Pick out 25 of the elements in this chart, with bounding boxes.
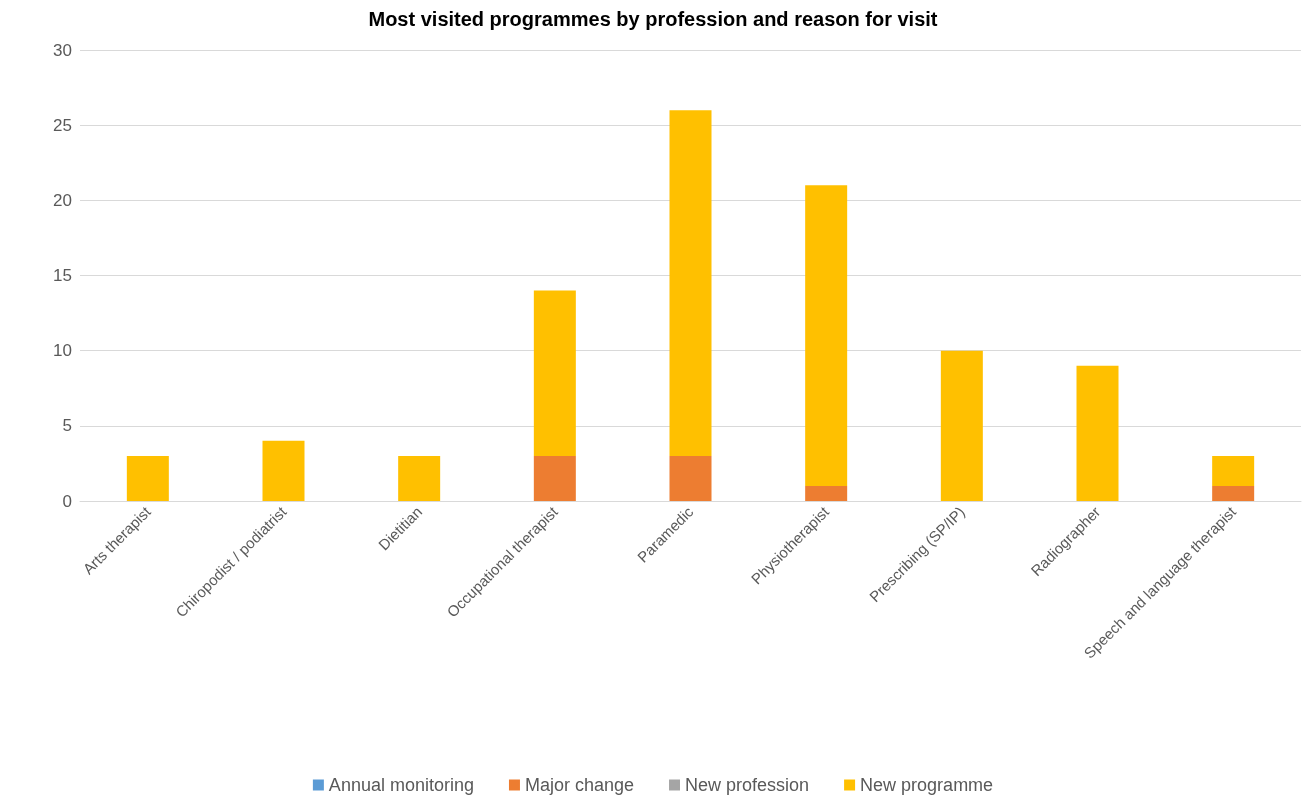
legend-label: Major change	[524, 775, 635, 795]
bar	[1212, 485, 1255, 501]
bar	[398, 455, 441, 501]
chart-title: Most visited programmes by profession and reason for visit	[368, 8, 938, 30]
y-tick-label: 15	[53, 266, 72, 285]
legend-label: New profession	[685, 775, 810, 795]
bar	[533, 455, 576, 501]
y-tick-label: 30	[53, 40, 72, 60]
bar	[1076, 365, 1119, 501]
bar	[669, 455, 712, 501]
y-tick-label: 0	[62, 491, 72, 511]
y-tick-label: 5	[62, 416, 72, 436]
bar	[805, 485, 848, 501]
legend-label: New programme	[860, 775, 994, 795]
bar	[1212, 455, 1255, 486]
bar	[669, 110, 712, 456]
legend-label: Annual monitoring	[328, 775, 474, 795]
y-tick-label: 25	[53, 115, 72, 135]
bar	[805, 185, 848, 486]
y-tick-label: 20	[53, 190, 72, 210]
bar	[940, 350, 983, 501]
bar	[262, 440, 305, 501]
bar	[533, 290, 576, 456]
bar	[126, 455, 169, 501]
y-tick-label: 10	[53, 341, 72, 361]
